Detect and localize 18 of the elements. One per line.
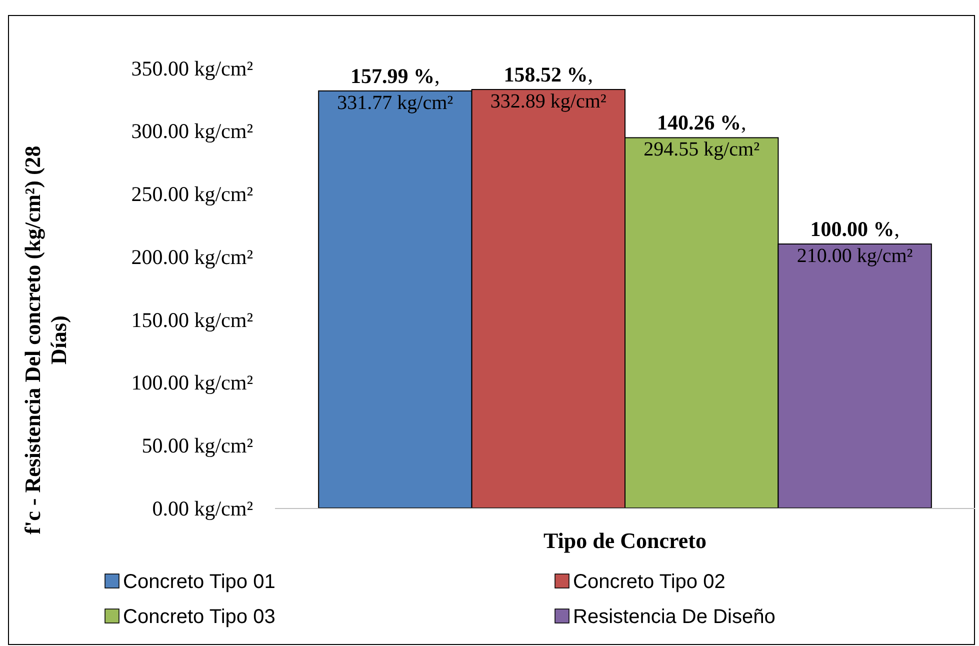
legend-label: Concreto Tipo 03: [123, 606, 276, 628]
y-axis-title: f'c - Resistencia Del concreto (kg/cm²) (28 Días): [20, 146, 71, 534]
data-label: 100.00 %, 210.00 kg/cm²: [796, 217, 913, 267]
legend-label: Concreto Tipo 01: [123, 571, 276, 593]
data-label: 158.52 %, 332.89 kg/cm²: [490, 62, 606, 113]
data-label: 140.26 %, 294.55 kg/cm²: [644, 110, 760, 161]
y-tick-label: 100.00 kg/cm²: [131, 370, 253, 395]
data-label: 157.99 %, 331.77 kg/cm²: [337, 64, 454, 114]
y-tick-label: 50.00 kg/cm²: [142, 433, 253, 458]
y-tick-label: 200.00 kg/cm²: [131, 244, 253, 269]
y-tick-label: 150.00 kg/cm²: [131, 308, 253, 332]
legend-label: Concreto Tipo 02: [573, 571, 726, 593]
y-tick-label: 350.00 kg/cm²: [131, 56, 253, 80]
legend-label: Resistencia De Diseño: [573, 606, 776, 628]
y-tick-label: 300.00 kg/cm²: [131, 119, 253, 144]
y-tick-label: 250.00 kg/cm²: [131, 182, 253, 206]
x-axis-title: Tipo de Concreto: [544, 528, 706, 553]
y-tick-label: 0.00 kg/cm²: [152, 496, 253, 520]
